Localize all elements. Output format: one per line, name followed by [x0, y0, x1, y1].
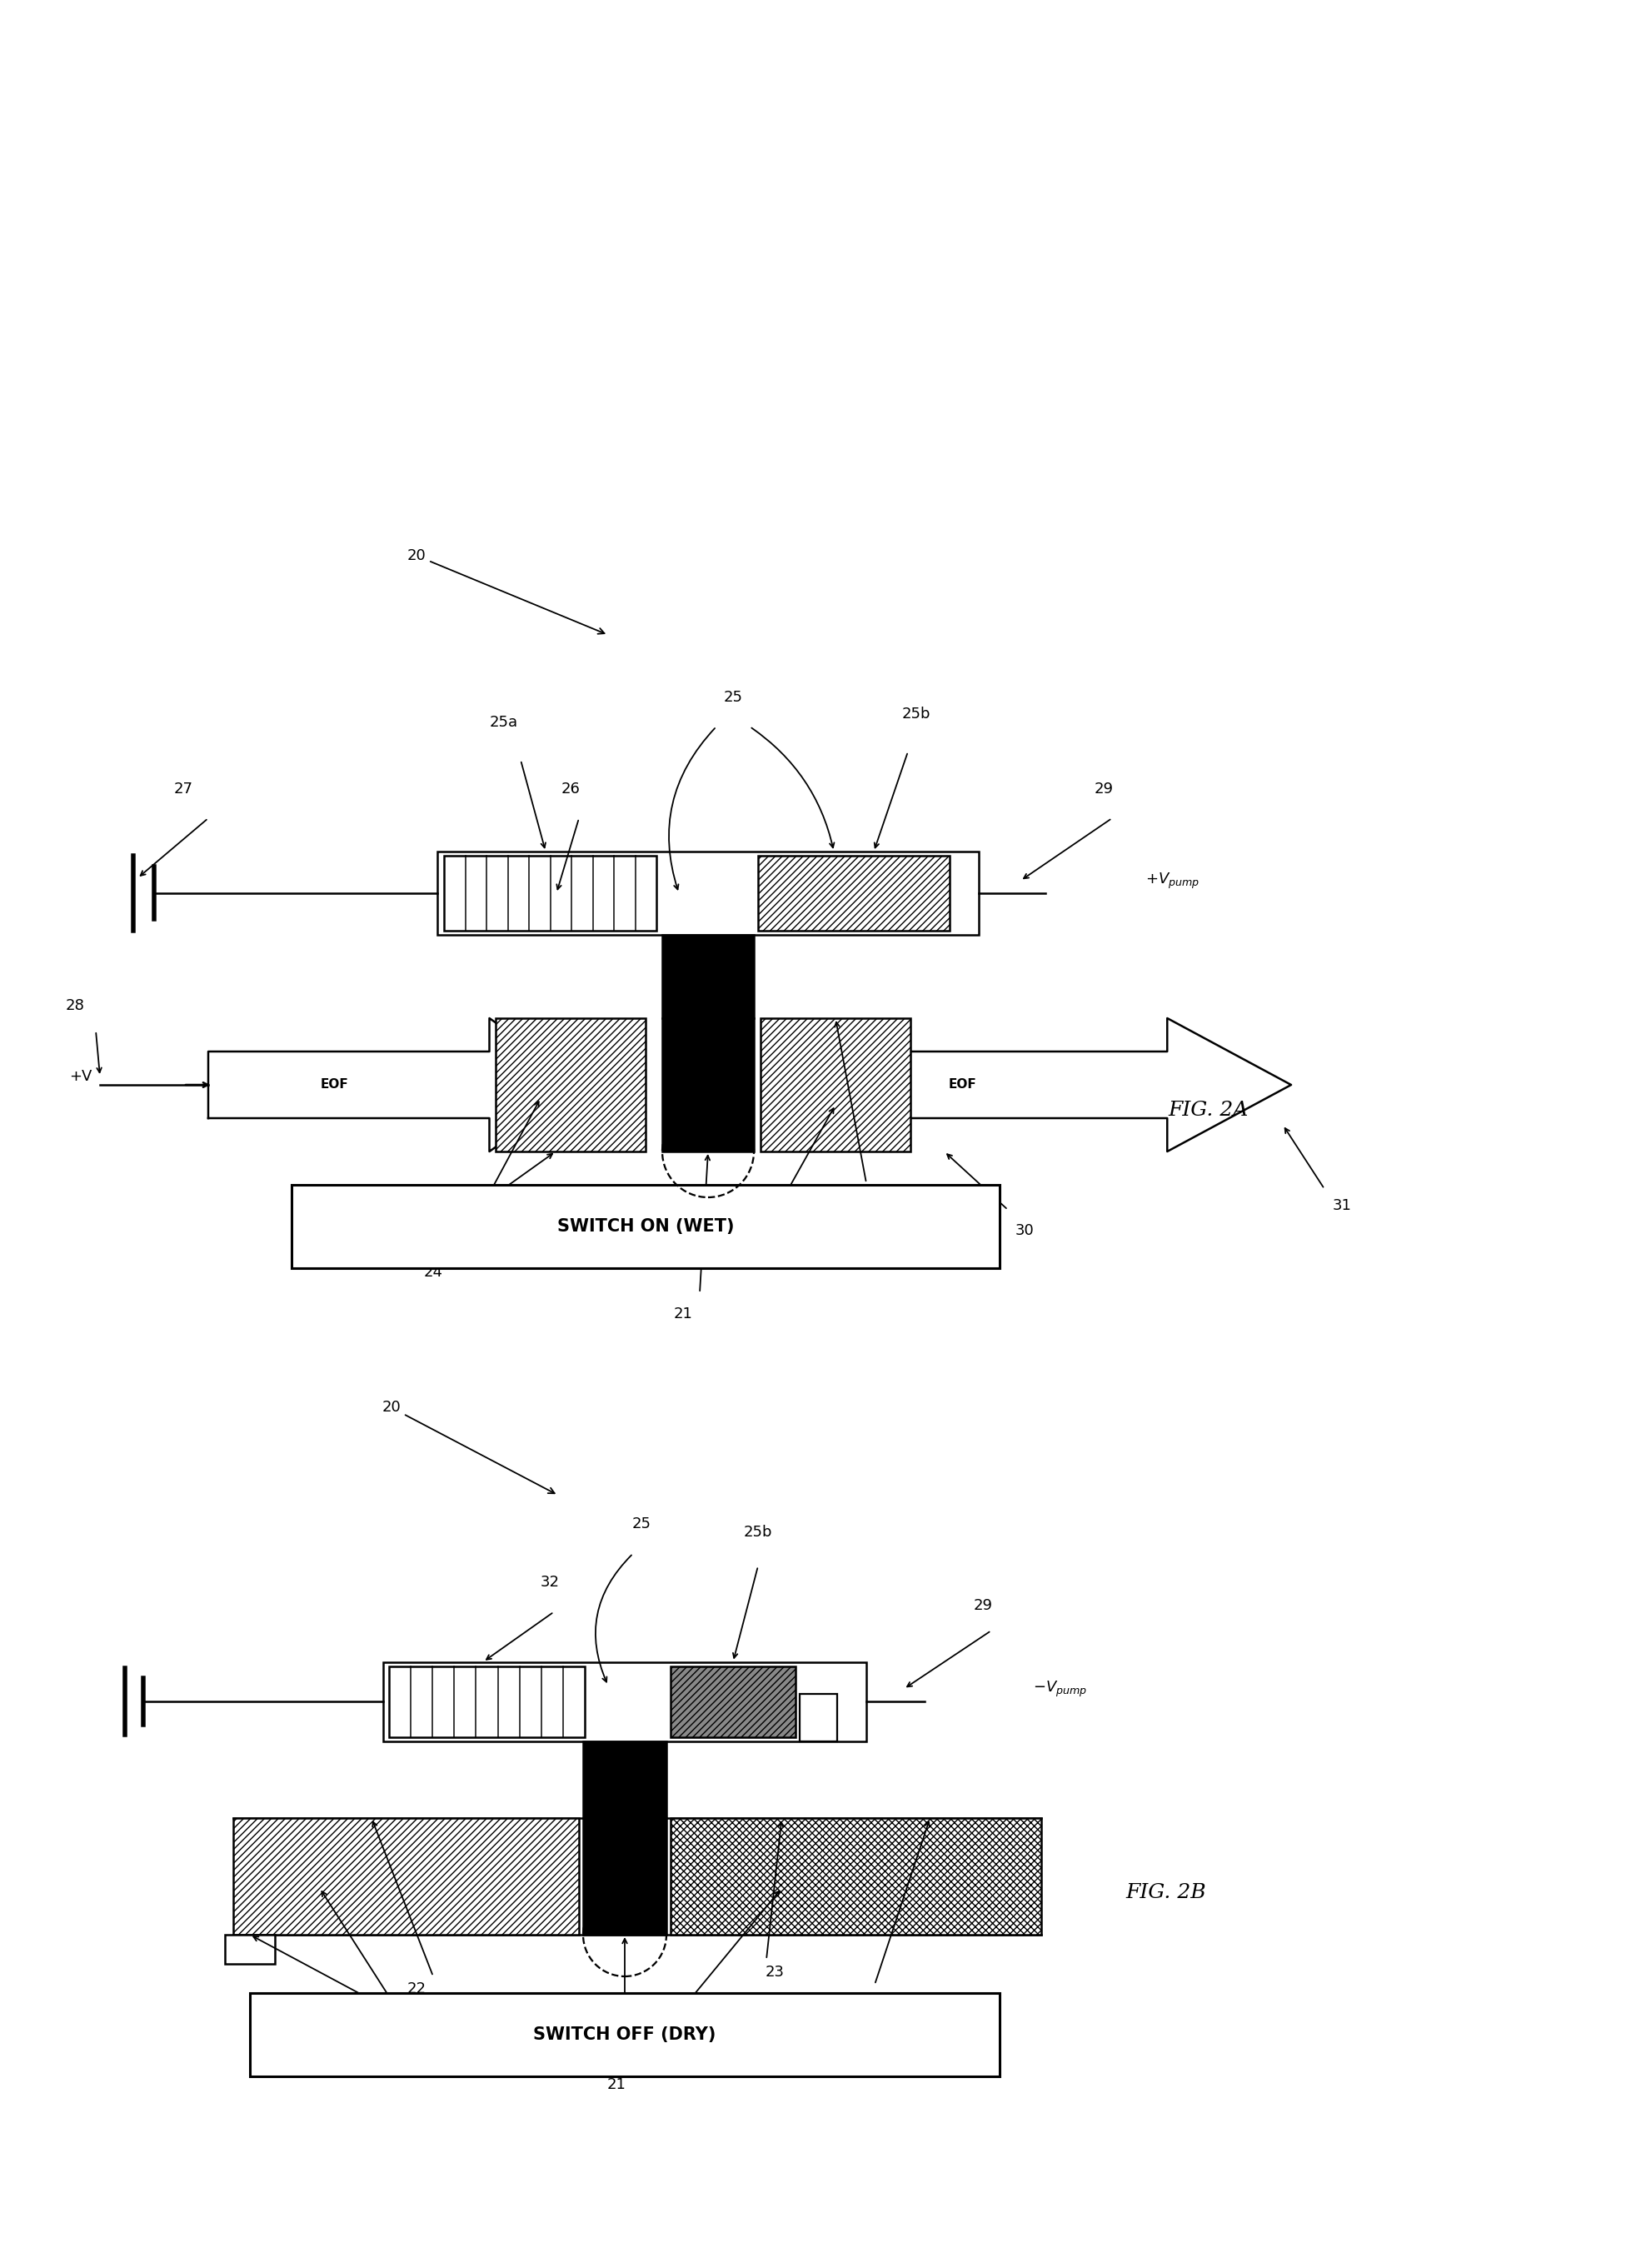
Text: 20: 20 — [407, 549, 604, 633]
Text: 29: 29 — [973, 1599, 993, 1613]
Bar — [209, 1052, 489, 1118]
Text: FIG. 2B: FIG. 2B — [1126, 1882, 1207, 1903]
Bar — [250, 1994, 999, 2077]
Text: 25: 25 — [632, 1517, 650, 1531]
Text: 25b: 25b — [902, 708, 930, 721]
Text: 22: 22 — [407, 1982, 426, 1996]
Bar — [662, 934, 754, 1018]
Bar — [759, 855, 950, 930]
Text: 23: 23 — [765, 1964, 783, 1980]
Bar — [226, 1935, 275, 1964]
Text: 25a: 25a — [491, 714, 518, 730]
Text: 28: 28 — [66, 998, 84, 1014]
Text: 25: 25 — [724, 689, 742, 705]
Bar — [438, 850, 979, 934]
Text: $-V_{pump}$: $-V_{pump}$ — [1034, 1678, 1086, 1699]
Text: 26: 26 — [561, 782, 579, 796]
Bar — [234, 1819, 579, 1935]
Bar — [495, 1018, 645, 1152]
Text: SWITCH ON (WET): SWITCH ON (WET) — [556, 1218, 734, 1234]
Bar — [291, 1184, 999, 1268]
Text: EOF: EOF — [321, 1080, 349, 1091]
Text: 24: 24 — [741, 1256, 759, 1272]
Text: 27: 27 — [174, 782, 193, 796]
Bar — [583, 1819, 667, 1935]
Bar — [670, 1819, 1042, 1935]
Text: EOF: EOF — [948, 1080, 976, 1091]
Text: 23: 23 — [866, 1191, 884, 1204]
Bar — [583, 1742, 667, 1819]
Text: 29: 29 — [1095, 782, 1113, 796]
Text: 25b: 25b — [744, 1524, 772, 1540]
Text: SWITCH OFF (DRY): SWITCH OFF (DRY) — [533, 2025, 716, 2043]
Text: 33: 33 — [332, 2003, 351, 2016]
Text: $+V_{pump}$: $+V_{pump}$ — [1146, 871, 1200, 891]
Text: 21: 21 — [673, 1306, 693, 1322]
Text: 22: 22 — [466, 1207, 484, 1222]
Bar — [662, 1018, 754, 1152]
Bar — [388, 1667, 584, 1737]
Text: 30: 30 — [1016, 1222, 1034, 1238]
Polygon shape — [489, 1018, 583, 1152]
Text: FIG. 2A: FIG. 2A — [1167, 1100, 1248, 1120]
Bar — [795, 1052, 1167, 1118]
Bar — [760, 1018, 910, 1152]
Text: 31: 31 — [1333, 1198, 1351, 1213]
Polygon shape — [1167, 1018, 1290, 1152]
Text: 21: 21 — [607, 2077, 625, 2091]
Bar — [670, 1667, 795, 1737]
Text: 30: 30 — [882, 1994, 900, 2009]
Bar — [384, 1662, 866, 1742]
Text: +V: +V — [69, 1068, 92, 1084]
Bar — [800, 1694, 838, 1742]
Text: 24: 24 — [382, 2037, 402, 2050]
Bar — [444, 855, 657, 930]
Text: 32: 32 — [540, 1576, 560, 1590]
Text: 20: 20 — [382, 1399, 555, 1492]
Text: 24: 24 — [423, 1266, 443, 1279]
Text: 24: 24 — [657, 2032, 677, 2046]
